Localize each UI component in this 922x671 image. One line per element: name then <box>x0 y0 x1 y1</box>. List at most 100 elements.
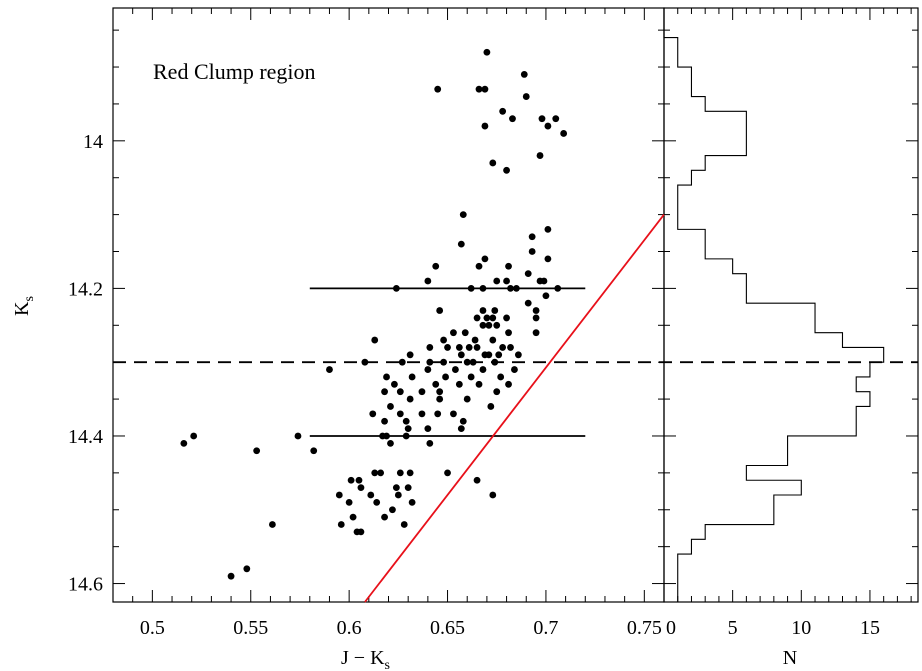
data-point <box>355 476 363 484</box>
data-point <box>371 336 379 344</box>
y-axis-label: Ks <box>11 296 37 316</box>
data-point <box>513 284 520 292</box>
data-point <box>440 336 447 344</box>
data-point <box>524 299 532 307</box>
data-point <box>408 373 416 381</box>
y-tick-label: 14.4 <box>68 426 103 448</box>
data-point <box>450 410 457 418</box>
data-point <box>481 351 489 359</box>
data-point <box>507 284 514 292</box>
data-point <box>489 336 497 344</box>
data-point <box>520 71 528 78</box>
data-point <box>432 262 440 270</box>
data-point <box>495 351 503 359</box>
data-point <box>396 469 404 477</box>
data-point <box>436 395 444 403</box>
data-point <box>392 284 400 292</box>
reference-lines <box>113 214 918 603</box>
data-point <box>554 284 562 292</box>
data-point <box>509 115 516 123</box>
data-point <box>398 358 406 366</box>
data-point <box>396 388 404 396</box>
data-point <box>536 152 544 159</box>
data-point <box>479 307 487 314</box>
data-point <box>532 307 540 314</box>
data-point <box>544 122 552 130</box>
data-point <box>473 314 481 322</box>
data-point <box>457 351 465 359</box>
data-point <box>457 425 465 432</box>
data-point <box>469 358 477 366</box>
cmd-ticks: 0.5 0.55 0.6 0.65 0.7 0.75 14 14.2 14.4 14.6 <box>68 8 664 639</box>
data-point <box>450 329 457 337</box>
data-point <box>426 344 434 351</box>
data-point <box>190 432 198 440</box>
data-point <box>326 366 333 373</box>
data-point <box>459 417 467 425</box>
y-axis-label-subscript: s <box>22 296 37 301</box>
data-point <box>367 491 375 499</box>
data-point <box>294 432 302 440</box>
data-point <box>408 498 416 506</box>
data-point <box>524 270 532 278</box>
data-point <box>479 284 487 292</box>
data-point <box>268 521 276 528</box>
data-point <box>436 307 444 314</box>
data-point <box>444 344 451 351</box>
data-point <box>491 358 499 366</box>
data-point <box>452 366 459 373</box>
x-axis-label-subscript: s <box>385 658 390 671</box>
data-point <box>483 314 491 322</box>
histogram-x-axis-label: N <box>783 647 797 669</box>
data-point <box>387 403 394 410</box>
data-point <box>479 366 487 373</box>
data-point <box>489 314 497 322</box>
red-selection-line <box>364 214 665 603</box>
data-point <box>503 314 510 322</box>
data-point <box>463 395 471 403</box>
data-point <box>503 166 510 174</box>
data-point <box>424 425 432 432</box>
data-point <box>499 344 507 351</box>
data-point <box>426 358 434 366</box>
data-point <box>485 321 493 329</box>
data-point <box>542 292 550 300</box>
data-point <box>383 373 390 381</box>
data-point <box>440 358 447 366</box>
data-point <box>424 366 432 373</box>
data-point <box>483 48 491 56</box>
data-point <box>473 344 481 351</box>
data-point <box>489 491 497 499</box>
data-point <box>227 572 235 580</box>
data-point <box>475 262 483 270</box>
hist-x-tick-label: 10 <box>791 617 811 639</box>
data-point <box>455 344 463 351</box>
data-point <box>457 240 465 248</box>
data-point <box>475 85 483 93</box>
data-point <box>540 277 548 285</box>
data-point <box>467 284 475 292</box>
data-point <box>473 476 481 484</box>
histogram-plot-frame <box>663 7 919 603</box>
data-point <box>404 484 412 492</box>
x-tick-label: 0.5 <box>140 617 165 639</box>
data-point <box>387 439 394 447</box>
data-point <box>335 491 343 499</box>
data-point <box>544 225 552 233</box>
data-point <box>499 107 507 115</box>
data-point <box>373 498 381 506</box>
hist-x-tick-label: 15 <box>860 617 880 639</box>
x-tick-label: 0.6 <box>337 617 362 639</box>
x-tick-label: 0.65 <box>430 617 465 639</box>
data-point <box>310 447 318 455</box>
data-point <box>493 388 501 396</box>
data-point <box>522 93 530 100</box>
data-point <box>392 484 400 492</box>
data-point <box>471 336 479 344</box>
data-point <box>418 410 426 418</box>
data-point <box>424 277 432 285</box>
data-point <box>418 388 426 396</box>
data-point <box>391 380 398 388</box>
data-point <box>381 417 388 425</box>
data-point <box>497 373 505 381</box>
